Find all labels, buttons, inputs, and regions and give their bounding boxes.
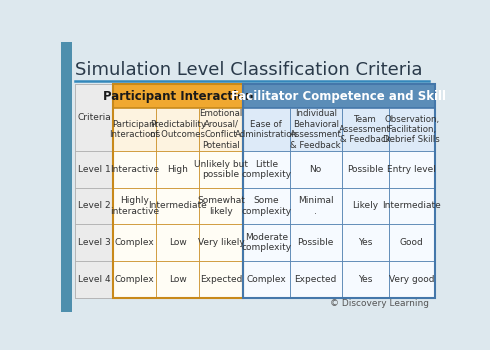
Text: Yes: Yes (358, 238, 372, 247)
Bar (243, 84, 435, 108)
Bar (290, 151, 342, 188)
Bar (156, 188, 199, 224)
Bar (75, 151, 113, 188)
Bar (75, 188, 113, 224)
Bar (290, 261, 342, 298)
Text: Participant Interaction: Participant Interaction (102, 90, 253, 103)
Text: Predictability
of Outcomes: Predictability of Outcomes (150, 120, 206, 139)
Text: Moderate
complexity: Moderate complexity (241, 233, 291, 252)
Text: Level 1: Level 1 (78, 165, 111, 174)
Bar (199, 108, 243, 151)
Text: Highly
interactive: Highly interactive (110, 196, 159, 216)
Text: © Discovery Learning: © Discovery Learning (330, 299, 429, 308)
Text: Minimal
.: Minimal . (298, 196, 334, 216)
Text: Intermediate: Intermediate (148, 202, 207, 210)
Text: Intermediate: Intermediate (383, 202, 441, 210)
Bar (243, 84, 435, 298)
Text: Good: Good (400, 238, 424, 247)
Bar (243, 108, 290, 151)
Text: Complex: Complex (115, 275, 155, 284)
Text: Likely: Likely (352, 202, 378, 210)
Bar (389, 224, 435, 261)
Bar (199, 151, 243, 188)
Text: No: No (310, 165, 322, 174)
Text: Facilitator Competence and Skill: Facilitator Competence and Skill (231, 90, 446, 103)
Bar (156, 151, 199, 188)
Text: Unlikely but
possible: Unlikely but possible (194, 160, 248, 179)
Text: Little
complexity: Little complexity (241, 160, 291, 179)
Text: Possible: Possible (297, 238, 334, 247)
Text: Expected: Expected (200, 275, 242, 284)
Bar (342, 261, 389, 298)
Text: Very good: Very good (389, 275, 435, 284)
Bar (199, 261, 243, 298)
Bar (113, 84, 243, 108)
Text: Entry level: Entry level (388, 165, 436, 174)
Text: Yes: Yes (358, 275, 372, 284)
Bar (243, 224, 290, 261)
Text: Possible: Possible (347, 165, 384, 174)
Text: Interactive: Interactive (110, 165, 159, 174)
Bar (389, 188, 435, 224)
Bar (342, 224, 389, 261)
Bar (75, 84, 113, 151)
Bar (199, 224, 243, 261)
Bar (290, 108, 342, 151)
Text: Observation,
Facilitation,
Debrief Skills: Observation, Facilitation, Debrief Skill… (384, 115, 440, 145)
Bar (342, 108, 389, 151)
Bar (61, 42, 72, 312)
Text: Individual
Behavioral
Assessment
& Feedback: Individual Behavioral Assessment & Feedb… (290, 110, 342, 150)
Text: Emotional
Arousal/
Conflict
Potential: Emotional Arousal/ Conflict Potential (199, 110, 243, 150)
Text: Complex: Complex (115, 238, 155, 247)
Bar (113, 108, 156, 151)
Bar (113, 224, 156, 261)
Bar (389, 261, 435, 298)
Text: Expected: Expected (294, 275, 337, 284)
Bar (199, 188, 243, 224)
Bar (389, 151, 435, 188)
Bar (342, 151, 389, 188)
Text: Ease of
Administration: Ease of Administration (235, 120, 298, 139)
Bar (113, 84, 243, 298)
Text: Somewhat
likely: Somewhat likely (197, 196, 245, 216)
Text: Criteria: Criteria (77, 113, 111, 122)
Text: Low: Low (169, 275, 187, 284)
Bar (156, 261, 199, 298)
Bar (243, 151, 290, 188)
Bar (75, 224, 113, 261)
Text: Level 4: Level 4 (78, 275, 110, 284)
Bar (243, 188, 290, 224)
Text: Level 3: Level 3 (78, 238, 111, 247)
Text: Some
complexity: Some complexity (241, 196, 291, 216)
Bar (75, 84, 435, 298)
Bar (75, 261, 113, 298)
Text: Complex: Complex (246, 275, 286, 284)
Bar (290, 188, 342, 224)
Bar (243, 261, 290, 298)
Text: Low: Low (169, 238, 187, 247)
Bar (113, 188, 156, 224)
Bar (290, 224, 342, 261)
Text: High: High (168, 165, 188, 174)
Text: Simulation Level Classification Criteria: Simulation Level Classification Criteria (75, 61, 423, 79)
Text: Level 2: Level 2 (78, 202, 110, 210)
Bar (156, 108, 199, 151)
Text: Team
Assessment
& Feedback: Team Assessment & Feedback (340, 115, 391, 145)
Bar (342, 188, 389, 224)
Bar (389, 108, 435, 151)
Text: Participant
Interactions: Participant Interactions (109, 120, 160, 139)
Bar (113, 261, 156, 298)
Bar (156, 224, 199, 261)
Text: Very likely: Very likely (197, 238, 245, 247)
Bar (113, 151, 156, 188)
